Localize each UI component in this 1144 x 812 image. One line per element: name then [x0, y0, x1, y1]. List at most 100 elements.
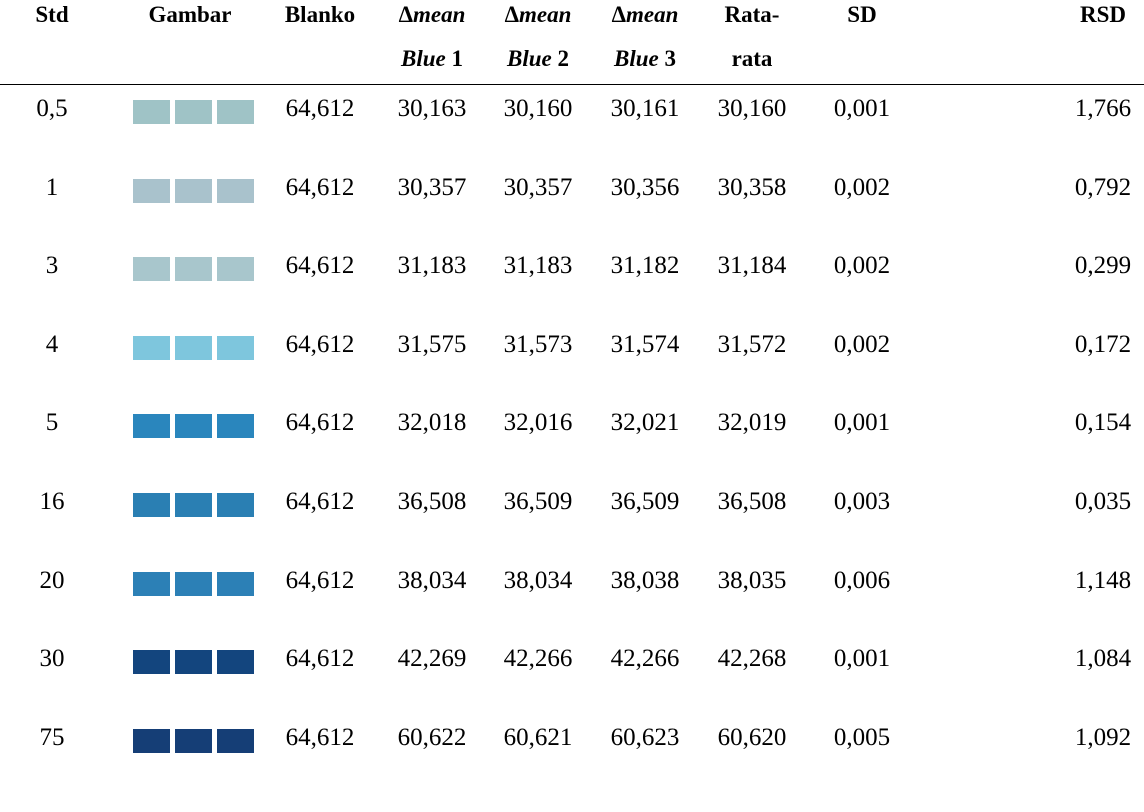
image-thumbnail: [133, 178, 170, 203]
image-thumbnail: [133, 414, 170, 439]
cell: 42,266: [610, 645, 680, 673]
cell: 1,766: [1074, 95, 1132, 122]
image-thumbnail: [217, 650, 254, 675]
header-text: 1: [445, 46, 463, 71]
header-text: Δ: [611, 2, 627, 27]
cell: 30,160: [503, 95, 573, 122]
cell: 0,5: [36, 95, 68, 122]
cell: 0,006: [833, 566, 891, 594]
image-thumbnail: [217, 178, 254, 203]
header-cell: Δmean: [505, 2, 572, 28]
cell: 30,160: [717, 95, 787, 122]
cell: 32,019: [717, 409, 787, 437]
cell: 64,612: [285, 173, 355, 201]
cell: 0,792: [1074, 173, 1132, 201]
cell: 42,268: [717, 645, 787, 673]
header-text: Δ: [504, 2, 520, 27]
image-thumbnail: [133, 493, 170, 517]
cell: 30,163: [397, 95, 467, 122]
header-cell: Gambar: [148, 2, 231, 28]
cell: 31,575: [397, 330, 467, 358]
cell: 20: [39, 566, 65, 594]
cell: 38,035: [717, 566, 787, 594]
cell: 32,018: [397, 409, 467, 437]
header-cell: RSD: [1080, 2, 1126, 28]
image-thumbnail: [217, 571, 254, 596]
image-thumbnail: [133, 100, 170, 124]
header-cell: Std: [35, 2, 68, 28]
image-thumbnail: [133, 571, 170, 596]
header-cell: Blanko: [285, 2, 355, 28]
header-cell: Blue 1: [401, 46, 463, 72]
cell: 64,612: [285, 488, 355, 515]
cell: 0,172: [1074, 330, 1132, 358]
image-thumbnail: [133, 257, 170, 282]
image-thumbnail: [175, 571, 212, 596]
cell: 31,574: [610, 330, 680, 358]
header-text: Δ: [398, 2, 414, 27]
cell: 75: [39, 723, 65, 751]
cell: 0,002: [833, 252, 891, 280]
cell: 64,612: [285, 252, 355, 280]
header-rule: [0, 84, 1144, 85]
image-thumbnail: [217, 728, 254, 753]
cell: 42,266: [503, 645, 573, 673]
cell: 30,357: [397, 173, 467, 201]
cell: 60,622: [397, 723, 467, 751]
header-cell: Δmean: [399, 2, 466, 28]
cell: 60,623: [610, 723, 680, 751]
cell: 5: [45, 409, 59, 437]
cell: 31,182: [610, 252, 680, 280]
image-thumbnail: [175, 414, 212, 439]
image-thumbnail: [133, 650, 170, 675]
cell: 64,612: [285, 95, 355, 122]
cell: 31,183: [397, 252, 467, 280]
cell: 0,001: [833, 645, 891, 673]
header-text: rata: [731, 46, 773, 71]
header-text: Blue: [401, 46, 446, 71]
header-text: SD: [847, 2, 877, 27]
cell: 36,509: [610, 488, 680, 515]
cell: 0,002: [833, 173, 891, 201]
image-thumbnail: [175, 335, 212, 360]
cell: 30: [39, 645, 65, 673]
image-thumbnail: [217, 414, 254, 439]
cell: 31,184: [717, 252, 787, 280]
cell: 36,509: [503, 488, 573, 515]
cell: 38,038: [610, 566, 680, 594]
image-thumbnail: [175, 178, 212, 203]
cell: 64,612: [285, 723, 355, 751]
cell: 30,357: [503, 173, 573, 201]
cell: 0,002: [833, 330, 891, 358]
header-text: RSD: [1079, 2, 1127, 27]
cell: 4: [45, 330, 59, 358]
image-thumbnail: [133, 728, 170, 753]
cell: 30,358: [717, 173, 787, 201]
image-thumbnail: [175, 493, 212, 517]
header-cell: Blue 3: [614, 46, 676, 72]
cell: 0,035: [1074, 488, 1132, 515]
header-cell: SD: [847, 2, 876, 28]
cell: 1,084: [1074, 645, 1132, 673]
header-text: Blue: [507, 46, 552, 71]
cell: 0,003: [833, 488, 891, 515]
cell: 38,034: [397, 566, 467, 594]
cell: 36,508: [397, 488, 467, 515]
header-text: Blanko: [284, 2, 356, 27]
cell: 32,021: [610, 409, 680, 437]
cell: 60,620: [717, 723, 787, 751]
cell: 1,148: [1074, 566, 1132, 594]
cell: 60,621: [503, 723, 573, 751]
cell: 1,092: [1074, 723, 1132, 751]
image-thumbnail: [217, 257, 254, 282]
image-thumbnail: [175, 650, 212, 675]
header-cell: Blue 2: [507, 46, 569, 72]
header-text: Std: [35, 2, 69, 27]
cell: 38,034: [503, 566, 573, 594]
cell: 0,299: [1074, 252, 1132, 280]
cell: 3: [45, 252, 59, 280]
cell: 31,572: [717, 330, 787, 358]
header-text: Blue: [614, 46, 659, 71]
header-text: mean: [519, 2, 572, 27]
